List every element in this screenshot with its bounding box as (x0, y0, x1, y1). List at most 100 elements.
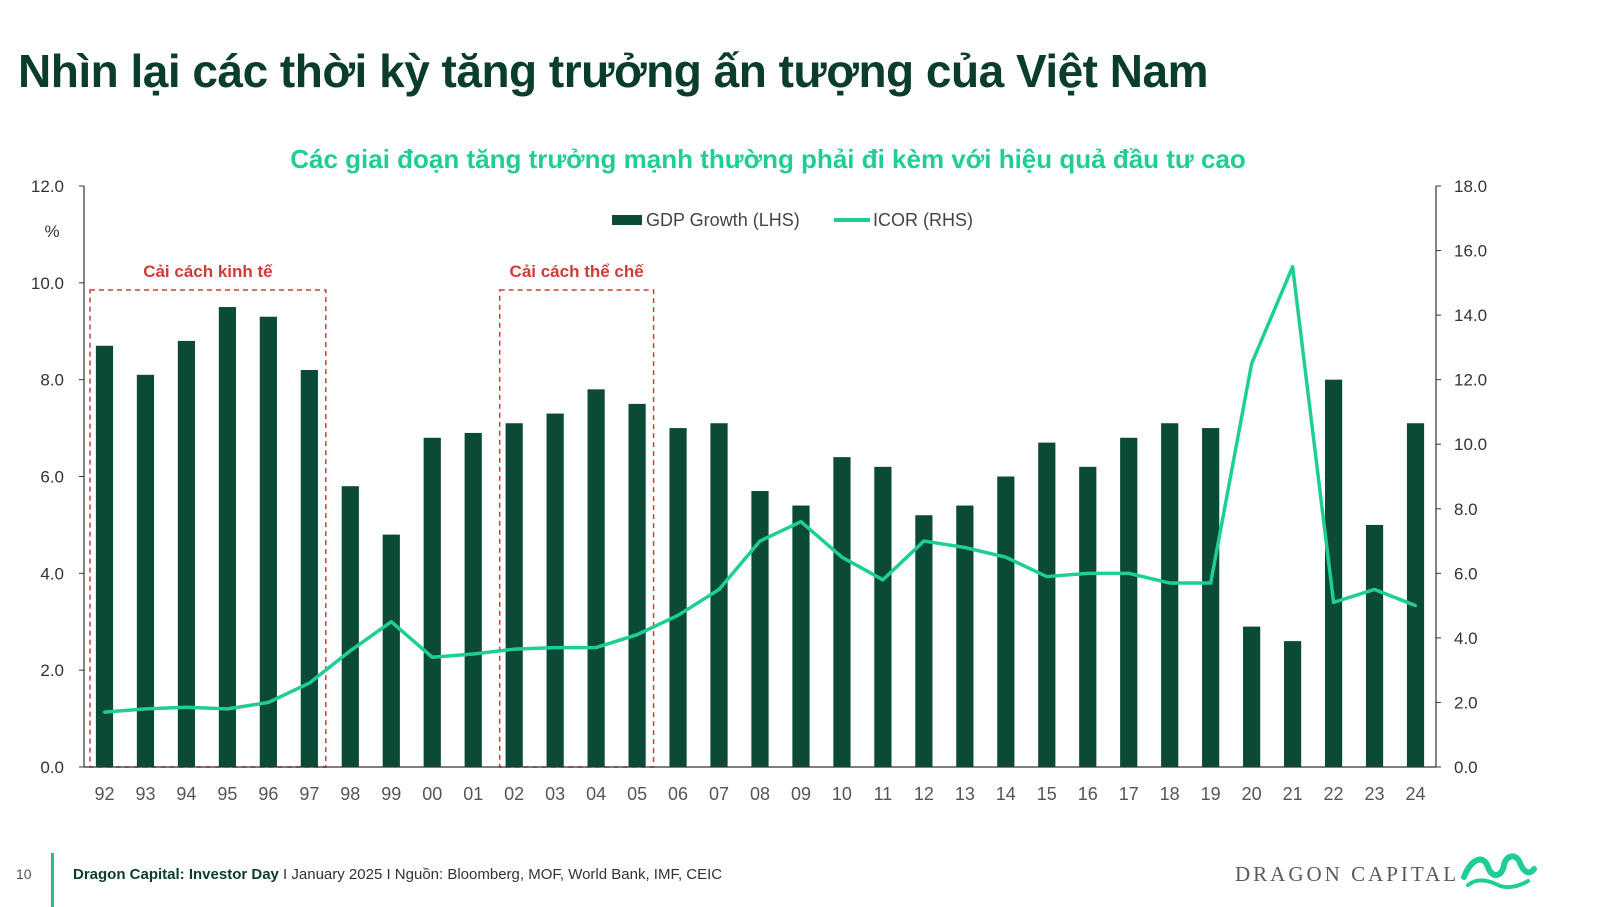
x-tick-label: 17 (1119, 784, 1139, 804)
gdp-bar (1038, 442, 1056, 767)
icor-point (963, 546, 967, 550)
annotation-label: Cải cách thể chế (510, 262, 645, 281)
gdp-bar (628, 403, 646, 767)
gdp-bar (1406, 423, 1425, 767)
gdp-bar (1120, 437, 1138, 767)
icor-point (840, 555, 844, 559)
right-tick-label: 14.0 (1454, 306, 1487, 325)
gdp-bar (1202, 428, 1220, 767)
x-tick-label: 20 (1242, 784, 1262, 804)
axes-layer: 0.0 2.0 4.0 6.0 8.0 10.0 12.0% 0.0 2.0 4.0 6.0 8.0 1… (31, 177, 1487, 804)
gdp-bar (915, 515, 933, 767)
x-tick-label: 10 (832, 784, 852, 804)
x-tick-label: 98 (340, 784, 360, 804)
icor-point (1127, 571, 1131, 575)
gdp-bar (1365, 524, 1384, 767)
x-tick-label: 04 (586, 784, 606, 804)
left-tick-label: 0.0 (40, 758, 64, 777)
icor-point (1045, 575, 1049, 579)
icor-point (922, 539, 926, 543)
gdp-bar (218, 307, 236, 767)
icor-point (1414, 604, 1418, 608)
x-tick-label: 07 (709, 784, 729, 804)
icor-point (512, 647, 516, 651)
legend: GDP Growth (LHS) ICOR (RHS) (612, 210, 973, 230)
right-tick-label: 0.0 (1454, 758, 1478, 777)
x-tick-label: 22 (1324, 784, 1344, 804)
x-tick-label: 95 (217, 784, 237, 804)
x-tick-label: 09 (791, 784, 811, 804)
line-layer (102, 264, 1418, 714)
annotations-layer: Cải cách kinh tế Cải cách thể chế (89, 262, 655, 768)
annotation-box (89, 289, 327, 768)
right-tick-label: 6.0 (1454, 564, 1478, 583)
left-tick-label: 4.0 (40, 564, 64, 583)
x-tick-label: 19 (1201, 784, 1221, 804)
left-tick-label: 10.0 (31, 274, 64, 293)
x-tick-label: 14 (996, 784, 1016, 804)
footer-divider (51, 853, 54, 907)
gdp-bar (1324, 379, 1343, 767)
icor-point (1168, 581, 1172, 585)
footer-org: Dragon Capital: Investor Day (73, 866, 279, 883)
footer-source: Dragon Capital: Investor Day I January 2… (73, 866, 722, 883)
gdp-bar (505, 423, 523, 767)
chart-title: Các giai đoạn tăng trưởng mạnh thường ph… (290, 144, 1246, 174)
x-tick-label: 11 (874, 784, 893, 804)
icor-point (799, 520, 803, 524)
x-tick-label: 02 (504, 784, 524, 804)
gdp-bar (341, 486, 359, 767)
icor-point (389, 620, 393, 624)
footer-source-text: I January 2025 I Nguồn: Bloomberg, MOF, … (278, 866, 723, 883)
gdp-bar (423, 437, 441, 767)
x-tick-label: 05 (627, 784, 647, 804)
x-tick-label: 06 (668, 784, 688, 804)
icor-point (348, 649, 352, 653)
left-tick-label: 2.0 (40, 661, 64, 680)
icor-point (1004, 555, 1008, 559)
gdp-bar (464, 432, 482, 767)
x-tick-label: 01 (463, 784, 483, 804)
icor-point (1250, 362, 1254, 366)
annotation-box (498, 289, 655, 768)
gdp-bar (587, 389, 605, 767)
icor-point (430, 655, 434, 659)
gdp-bar (136, 374, 155, 767)
right-tick-label: 8.0 (1454, 500, 1478, 519)
gdp-bar (382, 534, 400, 767)
legend-icor-label: ICOR (RHS) (873, 210, 973, 230)
left-tick-label: 6.0 (40, 468, 64, 487)
gdp-bar (833, 457, 851, 767)
page-number: 10 (16, 866, 32, 882)
x-tick-label: 12 (914, 784, 934, 804)
icor-point (1291, 265, 1295, 269)
gdp-bar (546, 413, 564, 767)
x-tick-label: 96 (258, 784, 278, 804)
page-title: Nhìn lại các thời kỳ tăng trưởng ấn tượn… (18, 45, 1208, 97)
x-tick-label: 16 (1078, 784, 1098, 804)
x-tick-label: 92 (94, 784, 114, 804)
gdp-bar (177, 340, 196, 767)
x-tick-label: 99 (381, 784, 401, 804)
icor-point (266, 700, 270, 704)
legend-bar-swatch (612, 215, 642, 225)
icor-point (676, 613, 680, 617)
gdp-bar (669, 428, 687, 767)
gdp-bar (956, 505, 974, 767)
icor-point (225, 707, 229, 711)
left-tick-label: 8.0 (40, 371, 64, 390)
icor-point (1332, 600, 1336, 604)
x-tick-label: 97 (299, 784, 319, 804)
icor-point (881, 578, 885, 582)
bars-layer (95, 307, 1425, 767)
x-tick-label: 13 (955, 784, 975, 804)
gdp-bar (95, 345, 114, 767)
x-tick-label: 21 (1283, 784, 1303, 804)
icor-point (1209, 581, 1213, 585)
gdp-bar (751, 491, 769, 767)
icor-point (717, 587, 721, 591)
icor-point (184, 705, 188, 709)
gdp-bar (300, 369, 318, 767)
gdp-bar (997, 476, 1015, 767)
icor-point (102, 710, 106, 714)
